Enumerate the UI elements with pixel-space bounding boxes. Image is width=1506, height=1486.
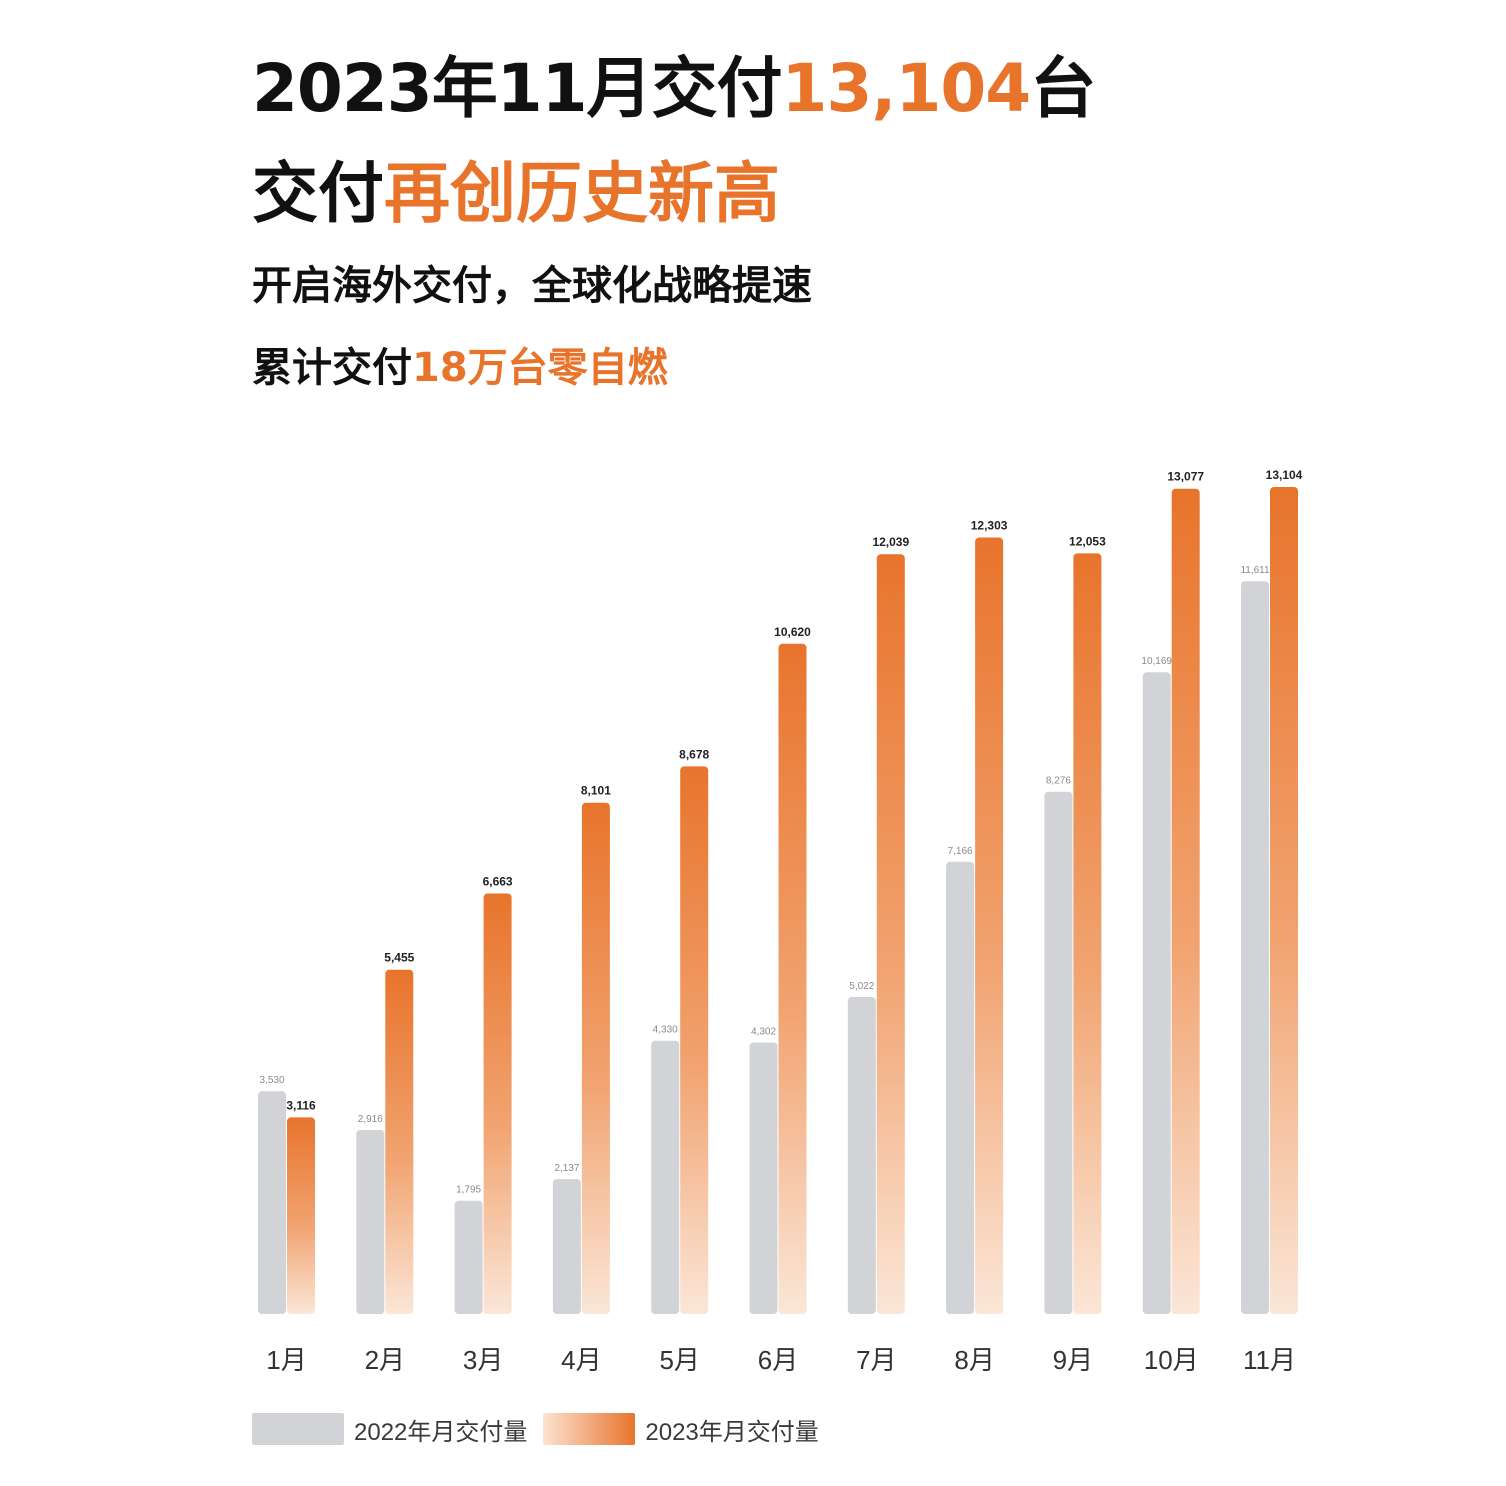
bar-2023 bbox=[287, 1117, 315, 1314]
bar-2023 bbox=[581, 802, 610, 1314]
bar-2023 bbox=[1171, 488, 1200, 1314]
x-tick-label: 6月 bbox=[758, 1345, 798, 1375]
bar-2022 bbox=[749, 1042, 778, 1314]
value-label-2022: 10,169 bbox=[1141, 656, 1172, 667]
value-labels-layer: 3,530 3,116 2,916 5,455 1,795 6,663 2,137 8,101… bbox=[259, 468, 1302, 1196]
bar-2022 bbox=[258, 1091, 286, 1314]
value-label-2022: 2,137 bbox=[554, 1163, 579, 1174]
subtitle-cumulative: 累计交付18万台零自燃 bbox=[252, 342, 668, 394]
x-tick-label: 3月 bbox=[463, 1345, 503, 1375]
headline-prefix: 交付 bbox=[252, 155, 384, 232]
bar-2023 bbox=[680, 766, 709, 1314]
x-tick-label: 4月 bbox=[561, 1345, 601, 1375]
bar-2022 bbox=[552, 1179, 581, 1314]
value-label-2022: 2,916 bbox=[358, 1114, 383, 1125]
subtitle-overseas: 开启海外交付，全球化战略提速 bbox=[252, 263, 812, 309]
value-label-2022: 11,611 bbox=[1240, 565, 1270, 576]
value-label-2023: 8,678 bbox=[679, 747, 709, 761]
bar-2023 bbox=[876, 554, 905, 1314]
x-tick-label: 7月 bbox=[856, 1345, 896, 1375]
legend-item-2023: 2023年月交付量 bbox=[543, 1412, 819, 1447]
page-title: 2023年11月交付13,104台 bbox=[252, 48, 1096, 130]
x-tick-label: 2月 bbox=[365, 1345, 405, 1375]
value-label-2023: 12,039 bbox=[872, 535, 909, 549]
monthly-deliveries-chart: 3,530 3,116 2,916 5,455 1,795 6,663 2,137 8,101… bbox=[258, 468, 1303, 1375]
x-axis-labels: 1月 2月 3月 4月 5月 6月 7月 8月 9月 10月 11月 bbox=[266, 1345, 1296, 1375]
value-label-2022: 3,530 bbox=[259, 1075, 284, 1086]
x-tick-label: 11月 bbox=[1243, 1345, 1296, 1375]
bar-2022 bbox=[946, 861, 975, 1314]
value-label-2022: 5,022 bbox=[849, 981, 874, 992]
subtitle-highlight: 18万台零自燃 bbox=[412, 345, 668, 391]
legend-item-2022: 2022年月交付量 bbox=[252, 1412, 527, 1447]
bar-2022 bbox=[1044, 791, 1073, 1314]
value-label-2023: 3,116 bbox=[286, 1098, 316, 1112]
bars-layer bbox=[258, 487, 1298, 1314]
headline-second-line: 交付再创历史新高 bbox=[252, 153, 780, 235]
x-tick-label: 1月 bbox=[266, 1345, 306, 1375]
bar-2022 bbox=[1142, 672, 1171, 1314]
value-label-2023: 6,663 bbox=[483, 874, 513, 888]
legend-swatch-2022 bbox=[252, 1413, 344, 1445]
x-tick-label: 5月 bbox=[659, 1345, 699, 1375]
headline-highlight: 再创历史新高 bbox=[384, 155, 780, 232]
chart-legend: 2022年月交付量 2023年月交付量 bbox=[252, 1412, 835, 1446]
bar-2023 bbox=[385, 969, 414, 1314]
title-highlight-number: 13,104 bbox=[781, 50, 1032, 127]
bar-2022 bbox=[356, 1129, 385, 1314]
value-label-2023: 12,303 bbox=[971, 519, 1008, 533]
value-label-2023: 13,077 bbox=[1167, 470, 1204, 484]
bar-2022 bbox=[651, 1040, 680, 1314]
x-tick-label: 9月 bbox=[1053, 1345, 1093, 1375]
value-label-2023: 10,620 bbox=[774, 625, 811, 639]
bar-2023 bbox=[483, 893, 512, 1314]
subtitle-prefix: 累计交付 bbox=[252, 345, 412, 391]
value-label-2022: 8,276 bbox=[1046, 776, 1071, 787]
value-label-2022: 4,330 bbox=[653, 1025, 678, 1036]
bar-2023 bbox=[975, 537, 1004, 1314]
value-label-2023: 8,101 bbox=[581, 784, 611, 798]
legend-label-2023: 2023年月交付量 bbox=[645, 1418, 819, 1446]
bar-2023 bbox=[1073, 553, 1102, 1314]
value-label-2022: 7,166 bbox=[948, 846, 973, 857]
bar-2023 bbox=[1270, 487, 1298, 1314]
bar-2023 bbox=[778, 643, 807, 1314]
title-prefix: 2023年11月交付 bbox=[252, 50, 783, 127]
x-tick-label: 10月 bbox=[1144, 1345, 1199, 1375]
value-label-2022: 1,795 bbox=[456, 1185, 481, 1196]
legend-swatch-2023 bbox=[543, 1413, 636, 1445]
bar-2022 bbox=[1241, 581, 1269, 1314]
value-label-2023: 13,104 bbox=[1266, 468, 1303, 482]
x-tick-label: 8月 bbox=[954, 1345, 994, 1375]
value-label-2023: 12,053 bbox=[1069, 534, 1106, 548]
title-suffix: 台 bbox=[1030, 50, 1096, 127]
value-label-2023: 5,455 bbox=[384, 951, 414, 965]
bar-2022 bbox=[454, 1200, 483, 1314]
legend-label-2022: 2022年月交付量 bbox=[354, 1418, 528, 1446]
bar-2022 bbox=[847, 997, 876, 1314]
value-label-2022: 4,302 bbox=[751, 1026, 776, 1037]
